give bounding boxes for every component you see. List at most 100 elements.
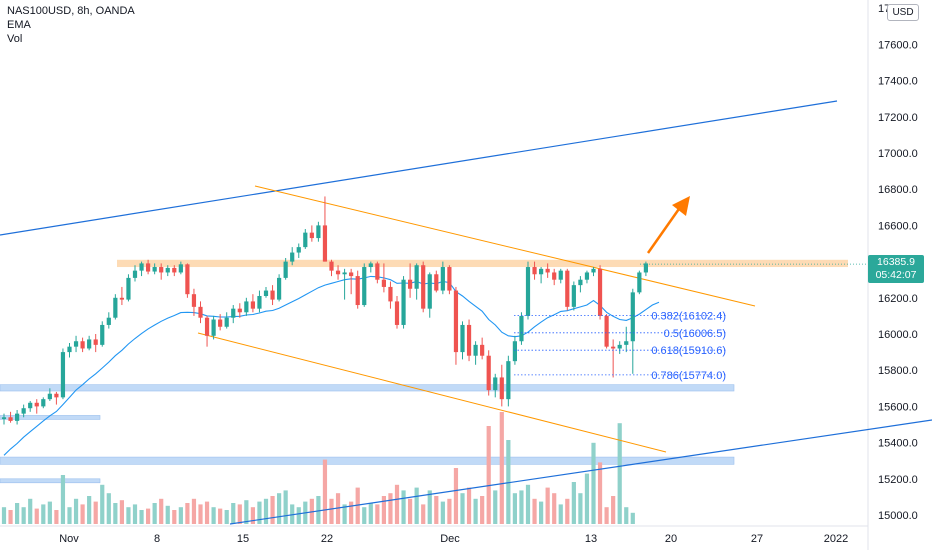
candle-body — [178, 264, 183, 273]
candle-body — [47, 393, 52, 400]
price-tick-label: 17400.0 — [878, 76, 918, 88]
volume-bar — [60, 475, 66, 524]
candle — [349, 268, 354, 295]
volume-bar — [565, 498, 570, 524]
volume-bar — [394, 484, 400, 524]
volume-bar — [1, 507, 7, 524]
candle-body — [87, 339, 92, 349]
candle — [250, 294, 255, 313]
candle — [290, 247, 295, 266]
candle — [244, 297, 249, 316]
candle — [493, 373, 498, 398]
candle-body — [584, 272, 590, 280]
symbol-title[interactable]: NAS100USD, 8h, OANDA — [7, 5, 135, 17]
candle — [362, 263, 367, 307]
candle-body — [486, 355, 491, 391]
candle-body — [237, 308, 242, 313]
candle — [421, 261, 426, 313]
candle-body — [132, 270, 138, 278]
volume-bar — [126, 507, 131, 524]
candle — [519, 312, 524, 345]
volume-bar — [67, 507, 72, 524]
volume-bar — [244, 500, 249, 524]
volume-bar — [368, 503, 373, 524]
candle — [119, 286, 124, 306]
volume-bar — [100, 484, 105, 524]
volume-bar — [401, 490, 406, 524]
volume-bar — [178, 507, 183, 524]
candle — [93, 334, 98, 353]
support-zone — [0, 456, 735, 465]
volume-bar — [172, 510, 177, 524]
time-tick-label: 2022 — [824, 533, 848, 545]
candle — [316, 221, 321, 242]
volume-bar — [139, 510, 144, 524]
time-tick-label: 22 — [321, 533, 333, 545]
candle-body — [493, 377, 498, 391]
candle — [584, 270, 590, 284]
volume-bar — [191, 498, 197, 524]
candle — [539, 267, 544, 284]
candle — [355, 270, 360, 309]
candle-body — [362, 267, 367, 306]
candle-body — [473, 344, 478, 356]
candle-body — [552, 272, 557, 280]
price-tick-label: 15800.0 — [878, 365, 918, 377]
volume-bar — [539, 501, 544, 524]
volume-bar — [460, 493, 465, 524]
candle — [447, 265, 452, 295]
candle — [47, 388, 52, 401]
price-tick-label: 15000.0 — [878, 510, 918, 522]
candle — [552, 268, 557, 286]
candle — [473, 341, 478, 365]
candle — [486, 350, 491, 396]
currency-badge[interactable]: USD — [887, 4, 919, 21]
volume-bar — [532, 498, 537, 524]
candle-body — [139, 263, 144, 271]
candle — [637, 270, 642, 295]
candle-body — [67, 346, 72, 353]
candle-body — [28, 402, 33, 409]
volume-bar — [611, 496, 616, 524]
volume-bar — [8, 510, 13, 524]
candle-body — [316, 225, 321, 239]
candle-body — [453, 290, 459, 353]
volume-indicator-label[interactable]: Vol — [7, 33, 23, 45]
volume-bar — [106, 493, 111, 524]
candle — [499, 364, 504, 407]
price-tick-label: 15400.0 — [878, 438, 918, 450]
candle-body — [611, 346, 616, 349]
volume-bar — [355, 487, 360, 524]
candle-body — [460, 324, 465, 353]
candle — [335, 265, 341, 280]
volume-bar — [375, 504, 380, 524]
volume-bar — [21, 507, 26, 524]
volume-bar — [545, 487, 550, 524]
volume-bar — [113, 503, 118, 524]
ema-indicator-label[interactable]: EMA — [7, 19, 31, 31]
support-zone — [0, 384, 735, 392]
volume-bar — [604, 507, 609, 524]
lower-orange-channel — [197, 332, 667, 453]
volume-bar — [578, 493, 583, 524]
last-price-value: 16385.9 — [877, 256, 915, 268]
volume-bar — [552, 493, 557, 524]
candle-body — [263, 290, 269, 296]
candle-body — [368, 263, 373, 268]
candle-body — [434, 274, 439, 291]
volume-bar — [54, 510, 59, 524]
candle — [283, 257, 288, 280]
volume-bar — [381, 496, 386, 524]
volume-bar — [388, 493, 393, 524]
volume-bar — [558, 504, 563, 524]
candle — [617, 341, 622, 354]
price-tick-label: 16800.0 — [878, 184, 918, 196]
price-tick-label: 15600.0 — [878, 401, 918, 413]
candle — [453, 286, 459, 365]
candle — [263, 286, 269, 298]
candle — [303, 229, 308, 249]
volume-bar — [218, 508, 223, 524]
candle — [414, 263, 419, 300]
volume-bar — [47, 501, 52, 524]
